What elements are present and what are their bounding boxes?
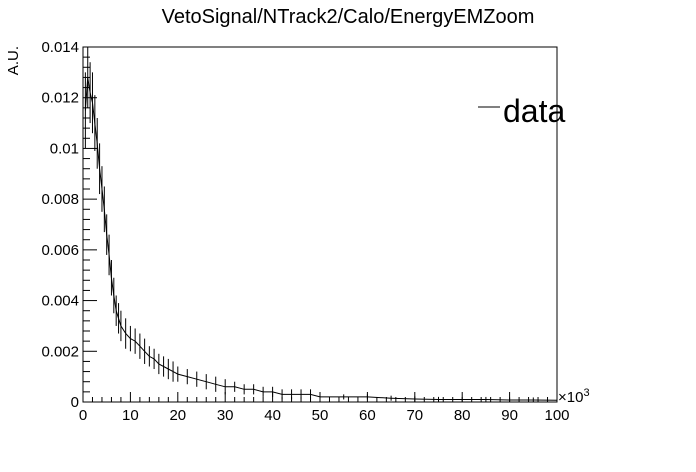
x-tick-label: 70 (406, 407, 423, 424)
x-axis-multiplier-exponent: 3 (583, 387, 589, 399)
legend-label-data: data (503, 93, 565, 129)
y-tick-label: 0.008 (41, 191, 79, 208)
y-axis-label: A.U. (5, 46, 22, 75)
y-tick-label: 0.004 (41, 293, 79, 310)
series-layer (84, 47, 558, 402)
y-tick-label: 0.012 (41, 90, 79, 107)
x-axis-multiplier: ×103 (558, 387, 590, 406)
y-tick-label: 0.01 (50, 140, 79, 157)
y-tick-label: 0.014 (41, 39, 79, 56)
x-tick-label: 30 (217, 407, 234, 424)
x-tick-label: 50 (312, 407, 329, 424)
x-tick-label: 60 (359, 407, 376, 424)
y-tick-label: 0.002 (41, 343, 79, 360)
x-tick-label: 80 (454, 407, 471, 424)
x-axis-ticks: 0 10 20 30 40 50 60 70 80 90 100 (79, 392, 570, 424)
chart-title: VetoSignal/NTrack2/Calo/EnergyEMZoom (162, 6, 535, 28)
y-axis-ticks: 0 0.002 0.004 0.006 0.008 0.01 0.012 0.014 (41, 39, 97, 411)
x-tick-label: 100 (544, 407, 569, 424)
y-tick-label: 0 (71, 394, 79, 411)
legend: data (478, 93, 565, 129)
x-tick-label: 40 (264, 407, 281, 424)
x-tick-label: 20 (169, 407, 186, 424)
x-axis-multiplier-base: ×10 (558, 389, 583, 406)
x-tick-label: 10 (122, 407, 139, 424)
x-tick-label: 90 (501, 407, 518, 424)
y-tick-label: 0.006 (41, 242, 79, 259)
x-tick-label: 0 (79, 407, 87, 424)
